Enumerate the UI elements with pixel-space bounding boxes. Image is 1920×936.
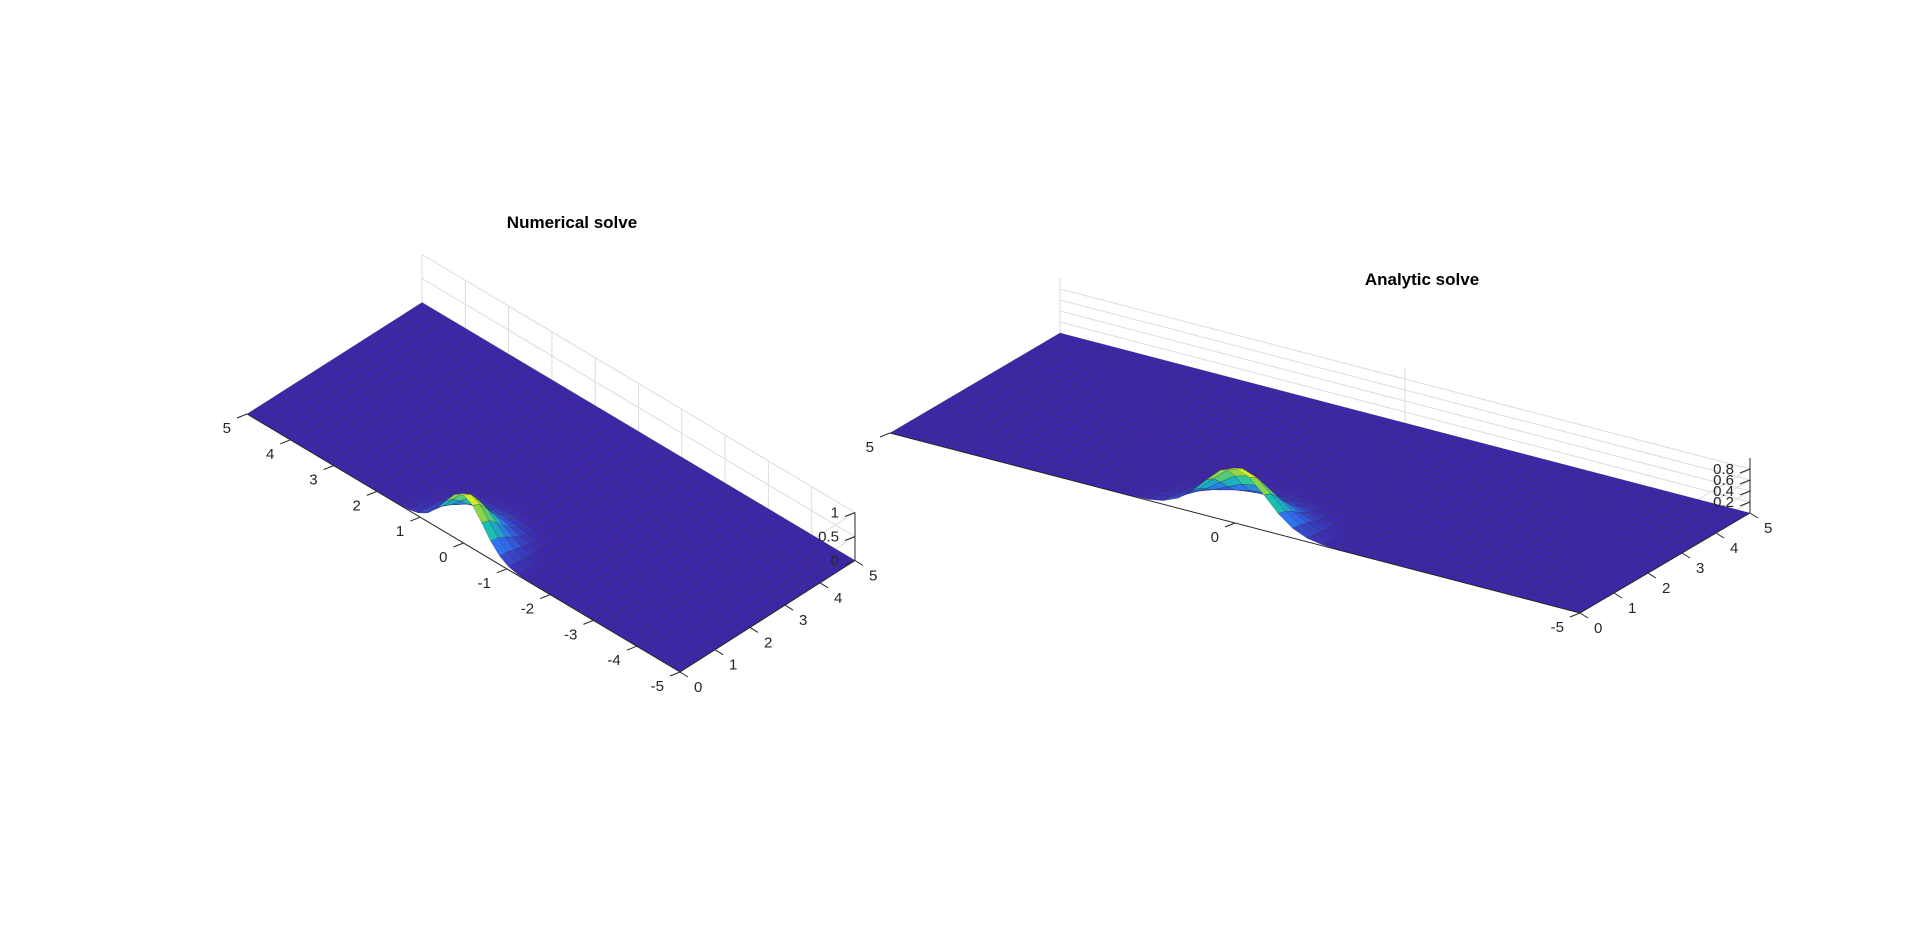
grid-line bbox=[1059, 288, 1751, 470]
x-tick-label: -5 bbox=[651, 678, 664, 695]
y-axis-line bbox=[1579, 512, 1751, 614]
y-tick-label: 0 bbox=[1594, 620, 1602, 637]
x-tick bbox=[410, 516, 421, 522]
grid-line bbox=[1059, 299, 1751, 481]
y-tick bbox=[1579, 612, 1589, 619]
x-tick bbox=[626, 645, 637, 651]
y-tick-label: 4 bbox=[834, 590, 842, 607]
x-tick bbox=[669, 671, 681, 677]
y-tick bbox=[714, 649, 724, 656]
y-tick bbox=[1715, 532, 1725, 539]
x-tick-label: 0 bbox=[1211, 529, 1219, 546]
x-tick-label: 4 bbox=[266, 446, 274, 463]
x-tick bbox=[280, 439, 291, 445]
y-tick-label: 1 bbox=[729, 657, 737, 674]
z-tick bbox=[844, 536, 856, 541]
grid-line bbox=[421, 278, 856, 537]
x-tick-label: -2 bbox=[521, 601, 534, 618]
x-tick-label: 0 bbox=[439, 549, 447, 566]
y-tick bbox=[679, 671, 689, 678]
y-tick bbox=[749, 626, 759, 633]
y-tick-label: 3 bbox=[799, 612, 807, 629]
z-tick-label: 0.8 bbox=[1713, 461, 1734, 478]
z-tick-label: 0.4 bbox=[1713, 483, 1734, 500]
z-tick bbox=[1739, 490, 1751, 496]
x-tick bbox=[583, 619, 594, 625]
z-tick-label: 0.2 bbox=[1713, 494, 1734, 511]
x-tick bbox=[1569, 612, 1581, 618]
x-tick bbox=[236, 413, 248, 419]
z-tick bbox=[1739, 479, 1751, 485]
numerical-solve-axes: -5 -4 -3 -2 -1 0 1 2 3 4 5 0 1 2 3 4 5 0 0.5 1 bbox=[223, 254, 878, 696]
z-tick-label: 0 bbox=[831, 553, 839, 570]
x-tick-label: 1 bbox=[396, 523, 404, 540]
x-tick-label: -5 bbox=[1551, 619, 1564, 636]
surface-mesh bbox=[889, 332, 1751, 614]
axis-lines bbox=[879, 432, 1759, 619]
z-tick bbox=[844, 512, 856, 517]
x-tick-label: -1 bbox=[477, 575, 490, 592]
x-tick bbox=[496, 568, 507, 574]
x-tick-label: 3 bbox=[309, 472, 317, 489]
y-axis-line bbox=[679, 560, 856, 673]
y-tick bbox=[1647, 572, 1657, 579]
numerical-solve-title: Numerical solve bbox=[507, 213, 637, 232]
y-tick bbox=[1749, 512, 1759, 519]
surface-mesh bbox=[246, 302, 856, 673]
y-tick bbox=[1613, 592, 1623, 599]
y-tick bbox=[784, 604, 794, 611]
tick-labels: -5 -4 -3 -2 -1 0 1 2 3 4 5 0 1 2 3 4 5 0 0.5 1 bbox=[223, 420, 878, 696]
y-tick-label: 5 bbox=[869, 568, 877, 585]
y-tick-label: 0 bbox=[694, 679, 702, 696]
x-tick bbox=[323, 465, 334, 471]
x-tick bbox=[366, 490, 378, 496]
z-tick bbox=[1739, 468, 1751, 474]
y-tick-label: 1 bbox=[1628, 600, 1636, 617]
z-tick-label: 0.5 bbox=[818, 529, 839, 546]
analytic-solve-axes: -5 0 5 0 1 2 3 4 5 0.20.40.60.8 bbox=[866, 278, 1773, 637]
y-tick-label: 2 bbox=[764, 634, 772, 651]
y-tick-label: 4 bbox=[1730, 540, 1738, 557]
grid-line bbox=[1059, 321, 1751, 503]
x-tick bbox=[539, 594, 551, 600]
x-tick-label: -4 bbox=[607, 652, 620, 669]
y-tick-label: 5 bbox=[1764, 520, 1772, 537]
x-tick bbox=[1224, 522, 1236, 528]
x-tick bbox=[879, 432, 891, 438]
grid-line bbox=[1059, 310, 1751, 492]
analytic-solve-title: Analytic solve bbox=[1365, 270, 1479, 289]
axis-lines bbox=[236, 413, 864, 678]
x-tick-label: -3 bbox=[564, 626, 577, 643]
y-tick-label: 3 bbox=[1696, 560, 1704, 577]
tick-labels: -5 0 5 0 1 2 3 4 5 0.20.40.60.8 bbox=[866, 439, 1773, 637]
x-tick-label: 2 bbox=[353, 497, 361, 514]
grid-line bbox=[421, 254, 856, 513]
y-tick-label: 2 bbox=[1662, 580, 1670, 597]
x-tick-label: 5 bbox=[223, 420, 231, 437]
z-tick-label: 0.6 bbox=[1713, 472, 1734, 489]
y-tick bbox=[854, 560, 864, 566]
x-tick bbox=[453, 542, 464, 548]
z-tick bbox=[844, 560, 856, 565]
z-tick bbox=[1739, 501, 1751, 507]
z-tick-label: 1 bbox=[831, 505, 839, 522]
y-tick bbox=[1681, 552, 1691, 559]
x-tick-label: 5 bbox=[866, 439, 874, 456]
y-tick bbox=[819, 582, 829, 589]
